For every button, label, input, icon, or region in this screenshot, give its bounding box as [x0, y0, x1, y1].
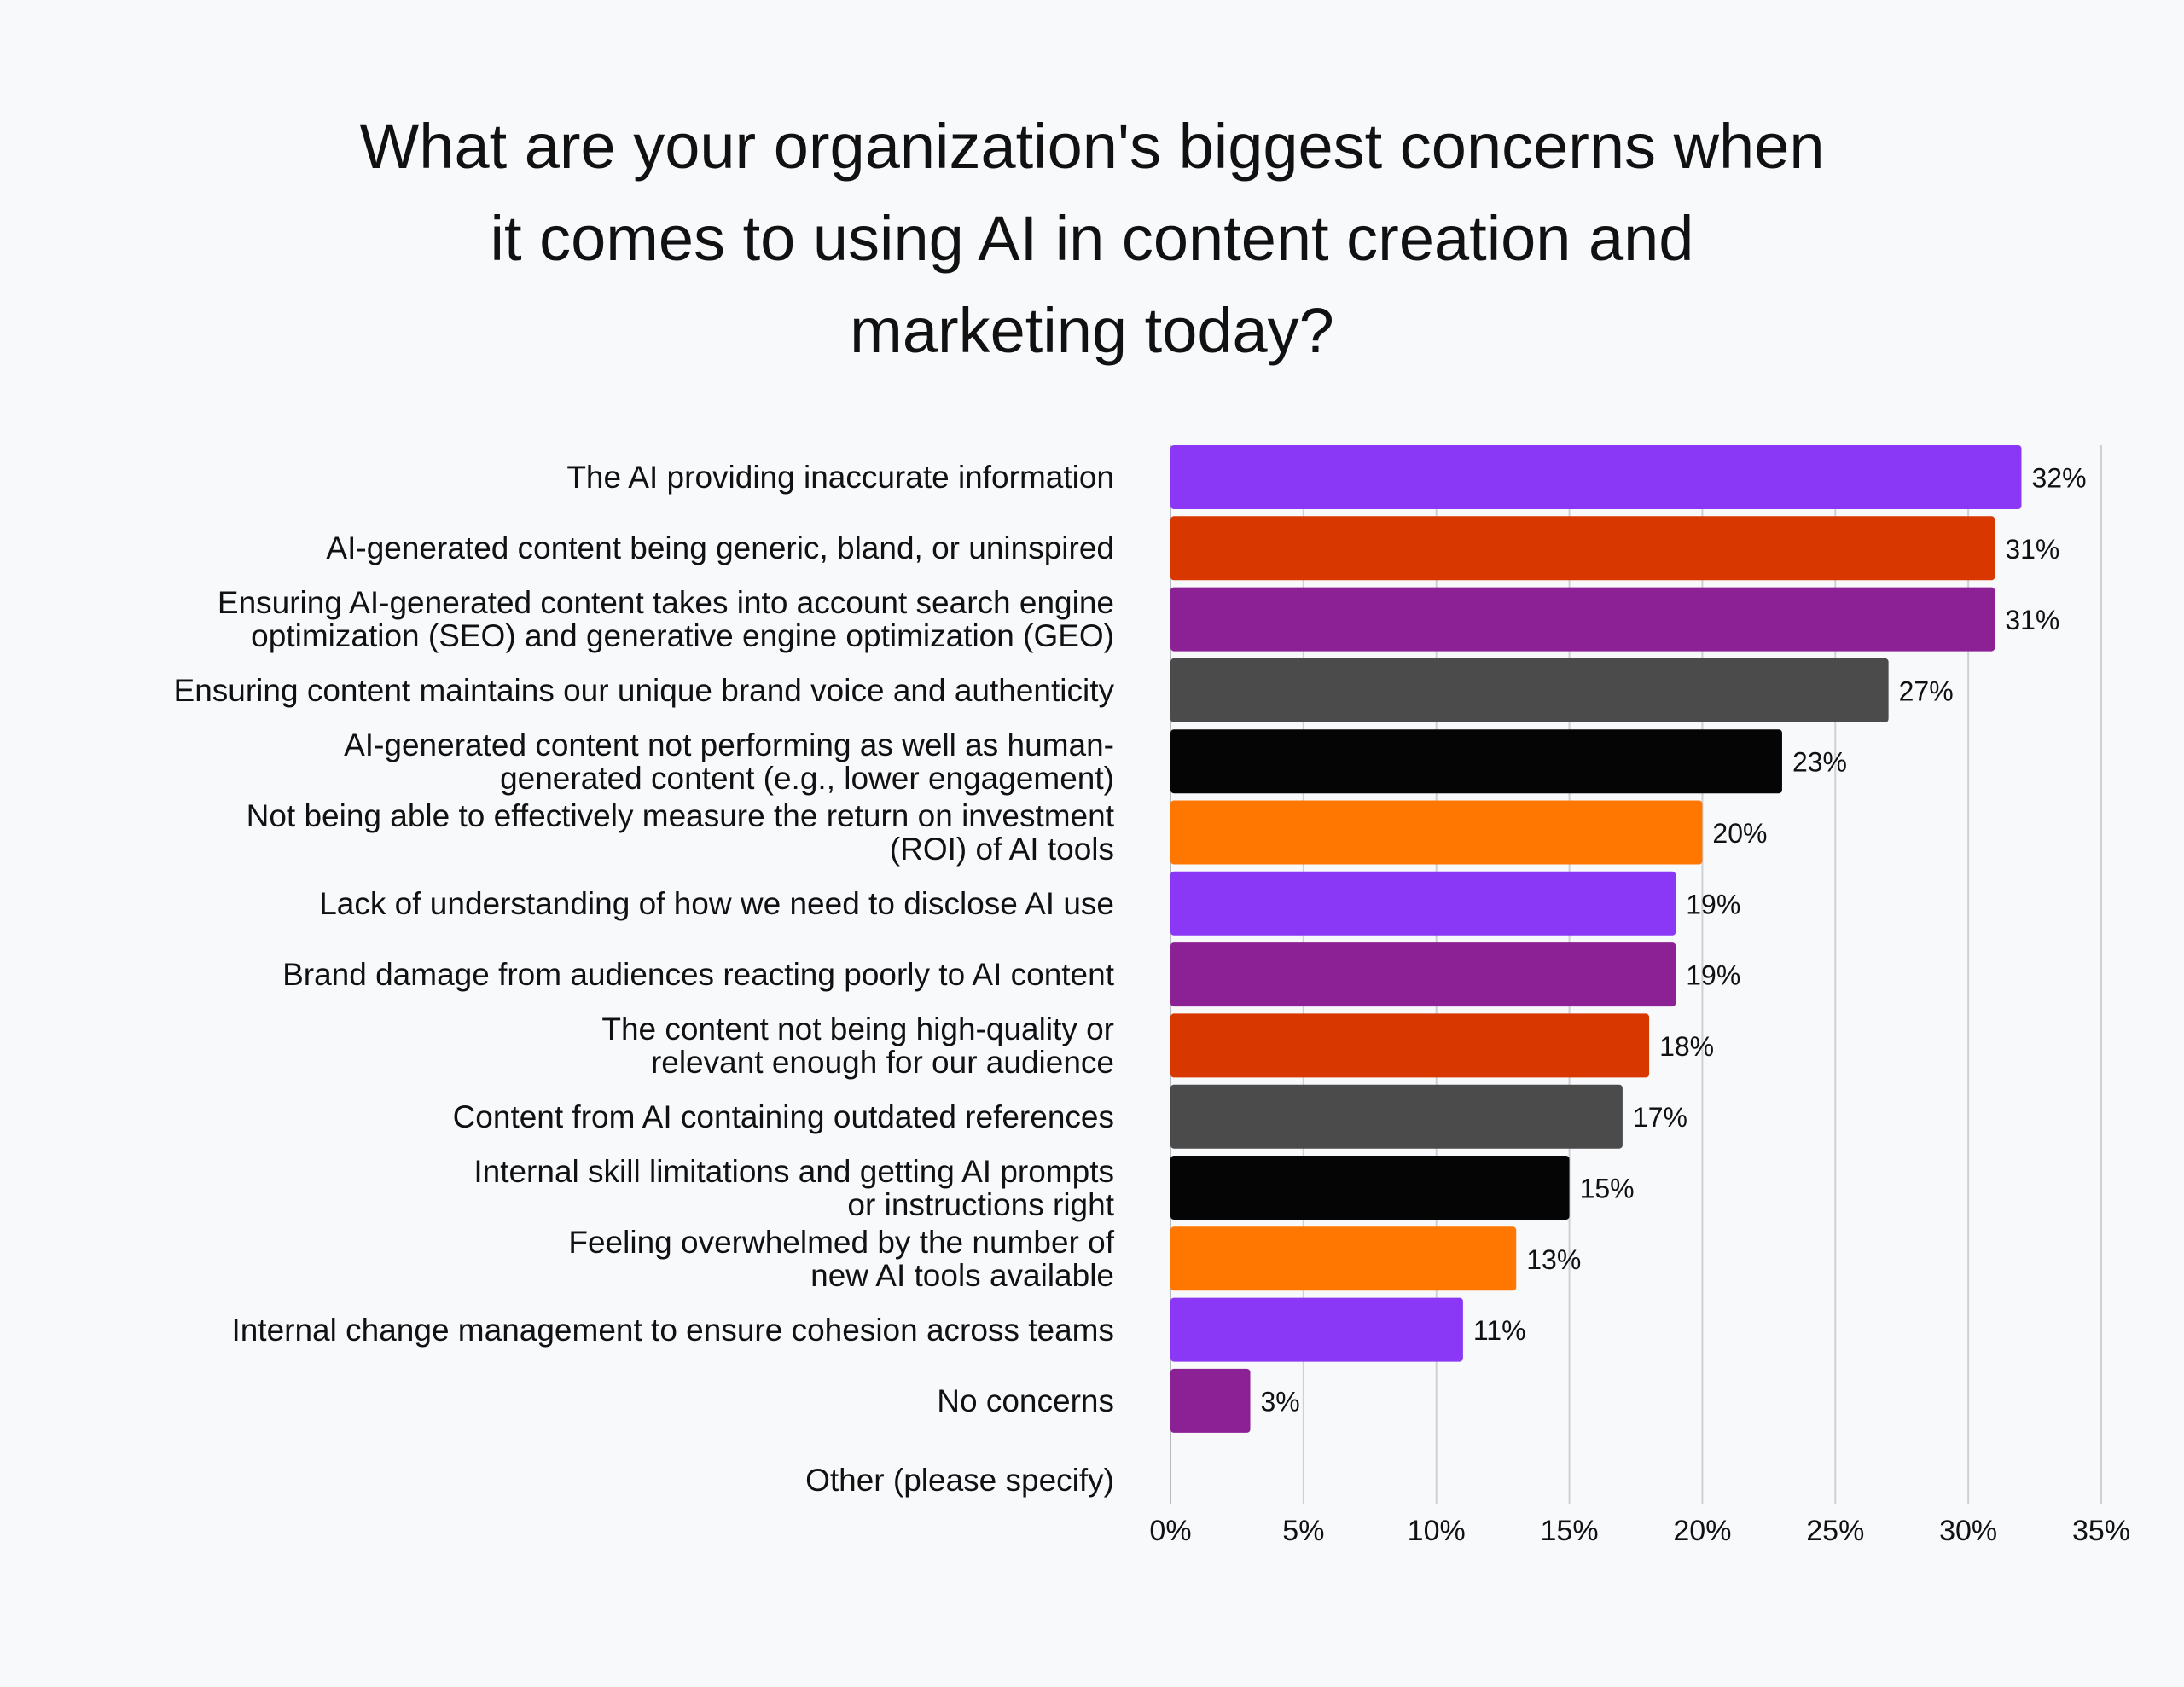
bar: [1170, 587, 1995, 652]
x-tick-label: 0%: [1149, 1515, 1191, 1547]
category-label-line: The content not being high-quality or: [601, 1011, 1114, 1046]
x-tick-label: 20%: [1673, 1515, 1731, 1547]
category-label-line: Not being able to effectively measure th…: [246, 798, 1114, 833]
category-label-line: Feeling overwhelmed by the number of: [568, 1224, 1114, 1260]
data-label: 18%: [1659, 1031, 1714, 1062]
category-label: The AI providing inaccurate information: [566, 461, 1114, 494]
x-tick-label: 35%: [2072, 1515, 2130, 1547]
bar: [1170, 729, 1782, 794]
bar: [1170, 516, 1995, 581]
category-label-line: AI-generated content being generic, blan…: [326, 530, 1114, 566]
category-label: The content not being high-quality or rel…: [601, 1012, 1114, 1079]
category-label-line: Internal skill limitations and getting A…: [473, 1153, 1114, 1189]
data-label: 17%: [1633, 1102, 1687, 1133]
category-label: Brand damage from audiences reacting poo…: [282, 958, 1114, 991]
category-label: AI-generated content being generic, blan…: [326, 531, 1114, 565]
category-label-line: Brand damage from audiences reacting poo…: [282, 957, 1114, 993]
chart-title: What are your organization's biggest con…: [0, 101, 2184, 377]
category-label-line: optimization (SEO) and generative engine…: [251, 618, 1114, 654]
x-tick-label: 30%: [1939, 1515, 1997, 1547]
data-label: 13%: [1526, 1244, 1581, 1275]
x-tick-label: 25%: [1806, 1515, 1864, 1547]
x-tick-label: 10%: [1408, 1515, 1466, 1547]
data-label: 23%: [1792, 747, 1847, 778]
category-label-line: Lack of understanding of how we need to …: [319, 885, 1114, 921]
category-label-line: No concerns: [937, 1383, 1114, 1418]
category-label: Not being able to effectively measure th…: [247, 799, 1114, 866]
chart-title-line: marketing today?: [850, 295, 1334, 366]
bar: [1170, 445, 2022, 509]
data-label: 11%: [1473, 1315, 1526, 1346]
bar: [1170, 1156, 1570, 1220]
data-label: 15%: [1580, 1174, 1635, 1204]
category-label: Internal skill limitations and getting A…: [473, 1155, 1114, 1221]
bar: [1170, 942, 1676, 1007]
bar: [1170, 1084, 1623, 1149]
chart-title-line: What are your organization's biggest con…: [359, 111, 1825, 182]
category-label-line: AI-generated content not performing as w…: [344, 727, 1114, 762]
category-label-line: new AI tools available: [810, 1257, 1114, 1293]
category-label-line: generated content (e.g., lower engagemen…: [500, 760, 1114, 796]
x-tick-label: 5%: [1282, 1515, 1324, 1547]
data-label: 19%: [1686, 960, 1740, 991]
category-label-line: The AI providing inaccurate information: [566, 460, 1114, 495]
bar: [1170, 1226, 1517, 1291]
data-label: 19%: [1686, 889, 1740, 919]
category-label: Internal change management to ensure coh…: [231, 1313, 1114, 1347]
category-label: Other (please specify): [805, 1464, 1114, 1497]
category-label-line: relevant enough for our audience: [650, 1044, 1114, 1080]
data-label: 32%: [2031, 463, 2086, 494]
category-label: Ensuring AI-generated content takes into…: [218, 586, 1114, 652]
category-label: Ensuring content maintains our unique br…: [174, 674, 1114, 707]
category-label-line: Ensuring content maintains our unique br…: [173, 672, 1114, 708]
data-label: 3%: [1261, 1386, 1300, 1417]
category-label: Feeling overwhelmed by the number of new …: [568, 1226, 1114, 1292]
category-label-line: Ensuring AI-generated content takes into…: [217, 585, 1114, 621]
bar: [1170, 1368, 1251, 1433]
data-label: 31%: [2005, 534, 2059, 565]
bar: [1170, 1013, 1650, 1078]
category-label-line: Content from AI containing outdated refe…: [452, 1099, 1114, 1134]
bar: [1170, 871, 1676, 936]
data-label: 27%: [1899, 675, 1954, 706]
bar: [1170, 658, 1889, 722]
bar: [1170, 800, 1703, 865]
category-label: AI-generated content not performing as w…: [344, 728, 1114, 795]
category-label-line: Internal change management to ensure coh…: [231, 1312, 1114, 1348]
category-label: Lack of understanding of how we need to …: [319, 887, 1114, 920]
category-label: Content from AI containing outdated refe…: [453, 1100, 1114, 1133]
category-label-line: or instructions right: [847, 1186, 1114, 1222]
category-label: No concerns: [937, 1384, 1114, 1417]
data-label: 31%: [2005, 605, 2059, 635]
category-label-line: Other (please specify): [805, 1463, 1114, 1499]
x-tick-label: 15%: [1541, 1515, 1599, 1547]
category-label-line: (ROI) of AI tools: [889, 832, 1114, 867]
data-label: 20%: [1712, 818, 1767, 849]
bar: [1170, 1297, 1463, 1362]
chart-title-line: it comes to using AI in content creation…: [490, 203, 1694, 274]
